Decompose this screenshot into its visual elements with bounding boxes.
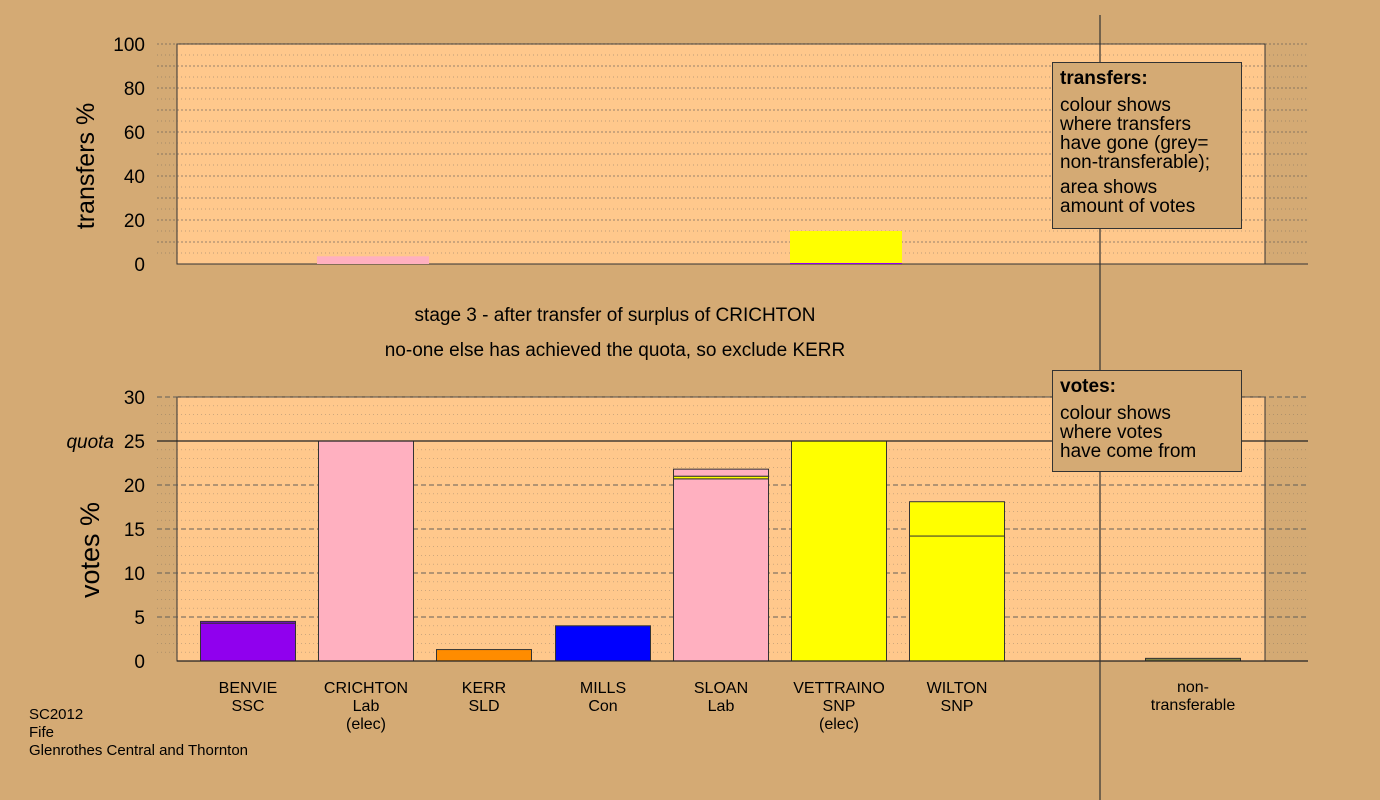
vote-bar-segment [909, 535, 1005, 662]
transfers-legend-line: area shows [1060, 177, 1158, 198]
stage-subtitle: no-one else has achieved the quota, so e… [384, 340, 846, 361]
candidate-name: MILLS [579, 680, 627, 697]
vote-bar-segment [318, 440, 414, 662]
vote-bar-segment [436, 649, 532, 662]
candidate-party [1010, 698, 1140, 716]
y-tick-label: 25 [124, 432, 145, 453]
candidate-label: KERR SLD [419, 680, 549, 734]
candidate-party: transferable [1150, 697, 1236, 714]
y-tick-label: 0 [134, 652, 145, 673]
candidate-note: (elec) [818, 716, 859, 733]
candidate-label: non-transferable [1128, 679, 1258, 733]
y-tick-label: 60 [124, 123, 145, 144]
vote-bar-segment [200, 620, 296, 624]
transfers-legend-line: amount of votes [1060, 196, 1196, 217]
candidate-name: BENVIE [218, 680, 278, 697]
y-tick-label: 0 [134, 255, 145, 276]
candidate-party: Lab [707, 698, 735, 715]
transfers-legend: transfers: colour shows where transfers … [1052, 62, 1242, 229]
y-tick-label: 30 [124, 388, 145, 409]
candidate-label [1010, 680, 1140, 734]
candidate-label: VETTRAINO SNP (elec) [774, 680, 904, 734]
y-tick-label: 80 [124, 79, 145, 100]
candidate-party: SNP [822, 698, 856, 715]
candidate-party: SNP [940, 698, 974, 715]
candidate-party: SLD [468, 698, 500, 715]
y-tick-label: 40 [124, 167, 145, 188]
y-tick-label: 20 [124, 476, 145, 497]
candidate-note [538, 716, 668, 734]
y-tick-label: 20 [124, 211, 145, 232]
vote-bar-segment [909, 501, 1005, 537]
y-axis-label: transfers % [72, 103, 100, 229]
transfer-bar-segment [790, 231, 902, 263]
quota-label: quota [66, 432, 114, 453]
candidate-note [419, 716, 549, 734]
candidate-party: SSC [231, 698, 265, 715]
vote-bar-segment [673, 468, 769, 477]
vote-bar-segment [200, 622, 296, 662]
stage-title: stage 3 - after transfer of surplus of C… [414, 305, 816, 326]
y-axis-label: votes % [75, 502, 105, 598]
vote-bar-segment [791, 440, 887, 662]
votes-legend-line: colour shows [1060, 403, 1171, 424]
candidate-note [892, 716, 1022, 734]
transfers-legend-line: non-transferable); [1060, 152, 1210, 173]
y-tick-label: 5 [134, 608, 145, 629]
transfers-legend-line: colour shows [1060, 95, 1171, 116]
footer-election: SC2012 [29, 706, 84, 723]
candidate-label: WILTON SNP [892, 680, 1022, 734]
y-tick-label: 10 [124, 564, 145, 585]
votes-legend-line: where votes [1060, 422, 1163, 443]
transfers-legend-line: where transfers [1060, 114, 1191, 135]
votes-legend-title: votes: [1060, 376, 1116, 397]
candidate-name: KERR [461, 680, 507, 697]
candidate-party: Con [588, 698, 618, 715]
vote-bar-segment [673, 478, 769, 662]
candidate-party: Lab [352, 698, 380, 715]
candidate-name: CRICHTON [323, 680, 409, 697]
candidate-name: non- [1176, 679, 1210, 696]
candidate-note [1010, 716, 1140, 734]
vote-bar-segment [555, 625, 651, 662]
y-tick-label: 100 [113, 35, 145, 56]
footer-ward: Glenrothes Central and Thornton [29, 742, 249, 759]
candidate-note [656, 716, 786, 734]
candidate-label: BENVIE SSC [183, 680, 313, 734]
transfers-legend-title: transfers: [1060, 68, 1148, 89]
votes-legend-line: have come from [1060, 441, 1197, 462]
candidate-name: VETTRAINO [793, 680, 885, 697]
y-tick-label: 15 [124, 520, 145, 541]
transfer-bar-segment [790, 262, 902, 264]
candidate-label: SLOAN Lab [656, 680, 786, 734]
transfers-legend-line: have gone (grey= [1060, 133, 1209, 154]
candidate-name: SLOAN [693, 680, 749, 697]
footer-info: SC2012 Fife Glenrothes Central and Thorn… [29, 706, 248, 760]
candidate-note [1128, 715, 1258, 733]
transfer-bar-segment [317, 256, 429, 264]
candidate-label: CRICHTON Lab (elec) [301, 680, 431, 734]
candidate-label: MILLS Con [538, 680, 668, 734]
candidate-name: WILTON [926, 680, 988, 697]
candidate-note: (elec) [345, 716, 386, 733]
candidate-name [1010, 680, 1140, 698]
footer-council: Fife [29, 724, 55, 741]
votes-legend: votes: colour shows where votes have com… [1052, 370, 1242, 472]
